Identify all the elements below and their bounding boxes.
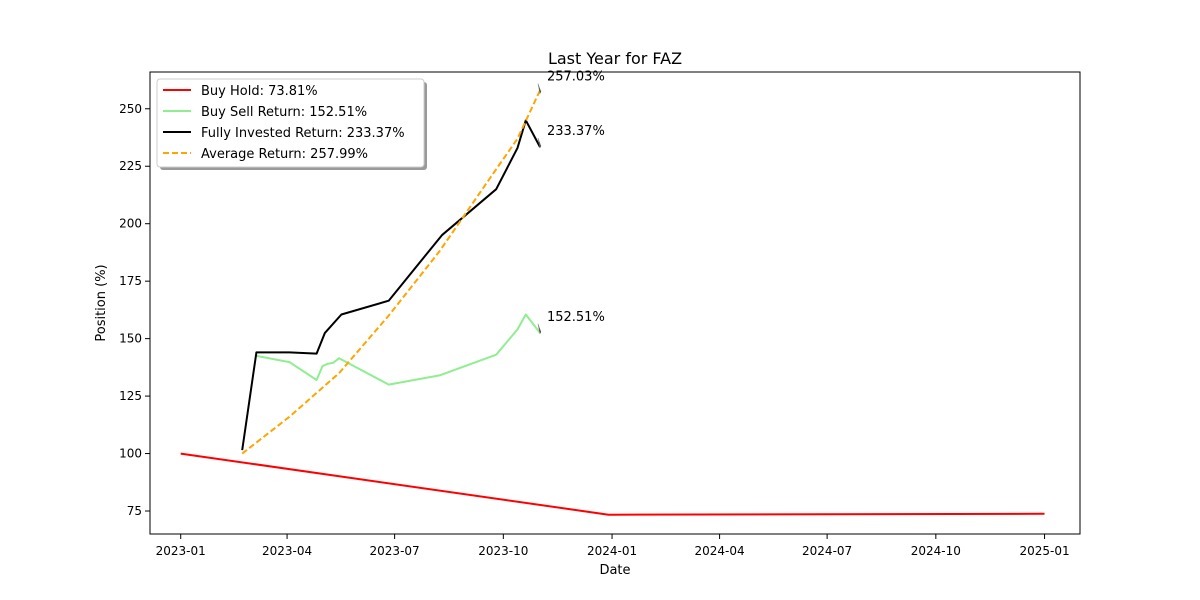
- x-tick-label-5: 2024-04: [695, 544, 745, 558]
- y-tick-label-5: 200: [119, 217, 142, 231]
- plot-area: 257.03% 233.37% 152.51%: [180, 70, 1045, 516]
- legend-label-2: Fully Invested Return: 233.37%: [201, 126, 405, 141]
- annotation-label-2: 152.51%: [547, 310, 605, 325]
- x-tick-label-2: 2023-07: [370, 544, 420, 558]
- annotation-label-0: 257.03%: [547, 70, 605, 85]
- annotation-arrow-2: [537, 323, 542, 335]
- axes-frame: [149, 71, 1081, 535]
- x-tick-label-1: 2023-04: [262, 544, 312, 558]
- x-tick-label-0: 2023-01: [156, 544, 206, 558]
- series-line-0: [180, 452, 1045, 516]
- x-tick-label-3: 2023-10: [478, 544, 528, 558]
- y-tick-label-3: 150: [119, 332, 142, 346]
- series-line-1: [256, 313, 541, 386]
- y-tick-label-4: 175: [119, 274, 142, 288]
- annotation-arrow-0: [537, 83, 542, 95]
- legend-label-0: Buy Hold: 73.81%: [201, 84, 318, 99]
- y-tick-label-6: 225: [119, 159, 142, 173]
- x-tick-label-8: 2025-01: [1019, 544, 1069, 558]
- x-axis-label: Date: [599, 563, 630, 578]
- y-tick-label-0: 75: [127, 504, 142, 518]
- annotation-arrow-1: [537, 137, 542, 149]
- x-tick-label-4: 2024-01: [587, 544, 637, 558]
- x-tick-label-6: 2024-07: [802, 544, 852, 558]
- legend-label-3: Average Return: 257.99%: [201, 147, 368, 162]
- y-tick-label-1: 100: [119, 447, 142, 461]
- chart-title: Last Year for FAZ: [548, 49, 682, 68]
- series-line-2: [241, 119, 541, 451]
- legend-box: [156, 78, 425, 168]
- x-axis: 2023-01 2023-04 2023-07 2023-10 2024-01 2024-…: [156, 534, 1070, 558]
- x-tick-label-7: 2024-10: [911, 544, 961, 558]
- y-tick-label-2: 125: [119, 389, 142, 403]
- y-tick-label-7: 250: [119, 102, 142, 116]
- annotation-label-1: 233.37%: [547, 124, 605, 139]
- y-axis-label: Position (%): [94, 264, 109, 341]
- y-axis: 75 100 125 150 175 200 225 250: [119, 102, 150, 518]
- legend-label-1: Buy Sell Return: 152.51%: [201, 105, 367, 120]
- legend: Buy Hold: 73.81% Buy Sell Return: 152.51%…: [156, 78, 427, 170]
